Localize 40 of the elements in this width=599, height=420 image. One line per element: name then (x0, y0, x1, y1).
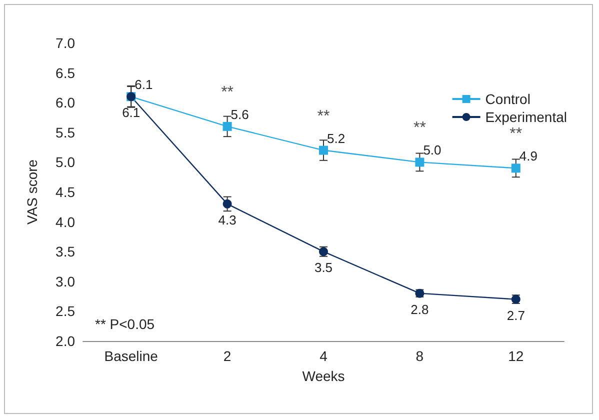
annotation: ** P<0.05 (95, 316, 155, 332)
x-tick-label: Baseline (104, 348, 158, 364)
data-label: 5.2 (327, 130, 346, 146)
x-tick-label: 8 (416, 348, 424, 364)
data-label: 6.1 (122, 105, 140, 120)
y-tick-label: 3.0 (56, 273, 76, 290)
y-tick-label: 2.0 (56, 333, 76, 349)
data-label: 4.3 (218, 212, 236, 228)
x-axis-title: Weeks (302, 368, 345, 384)
data-label: 2.7 (506, 308, 525, 323)
point (222, 199, 232, 208)
y-tick-label: 4.0 (56, 214, 76, 230)
point (222, 122, 232, 131)
data-label: 5.6 (230, 106, 249, 122)
y-tick-label: 3.5 (56, 244, 76, 260)
data-label: 5.0 (423, 142, 442, 158)
y-tick-label: 5.0 (56, 154, 76, 170)
y-tick-label: 5.5 (56, 124, 76, 140)
y-tick-label: 6.0 (56, 94, 76, 111)
data-label: 6.1 (134, 77, 153, 92)
data-label: 3.5 (314, 260, 333, 276)
annotation: ** (413, 120, 426, 137)
annotation: ** (317, 108, 330, 125)
x-tick-label: 2 (223, 348, 232, 364)
y-tick-label: 7.0 (56, 35, 76, 51)
legend-label: Experimental (485, 109, 567, 125)
data-label: 2.8 (410, 302, 429, 317)
legend-label: Control (485, 91, 530, 107)
point (319, 146, 328, 155)
annotation: ** (510, 126, 522, 143)
y-axis-title: VAS score (24, 159, 40, 225)
data-label: 4.9 (519, 148, 538, 164)
point (511, 164, 520, 173)
y-tick-label: 2.5 (56, 303, 76, 320)
point (415, 158, 424, 167)
y-tick-label: 6.5 (56, 64, 76, 81)
x-tick-label: 12 (508, 348, 524, 364)
annotation: ** (221, 84, 234, 101)
y-tick-label: 4.5 (56, 184, 76, 200)
x-tick-label: 4 (320, 348, 328, 364)
